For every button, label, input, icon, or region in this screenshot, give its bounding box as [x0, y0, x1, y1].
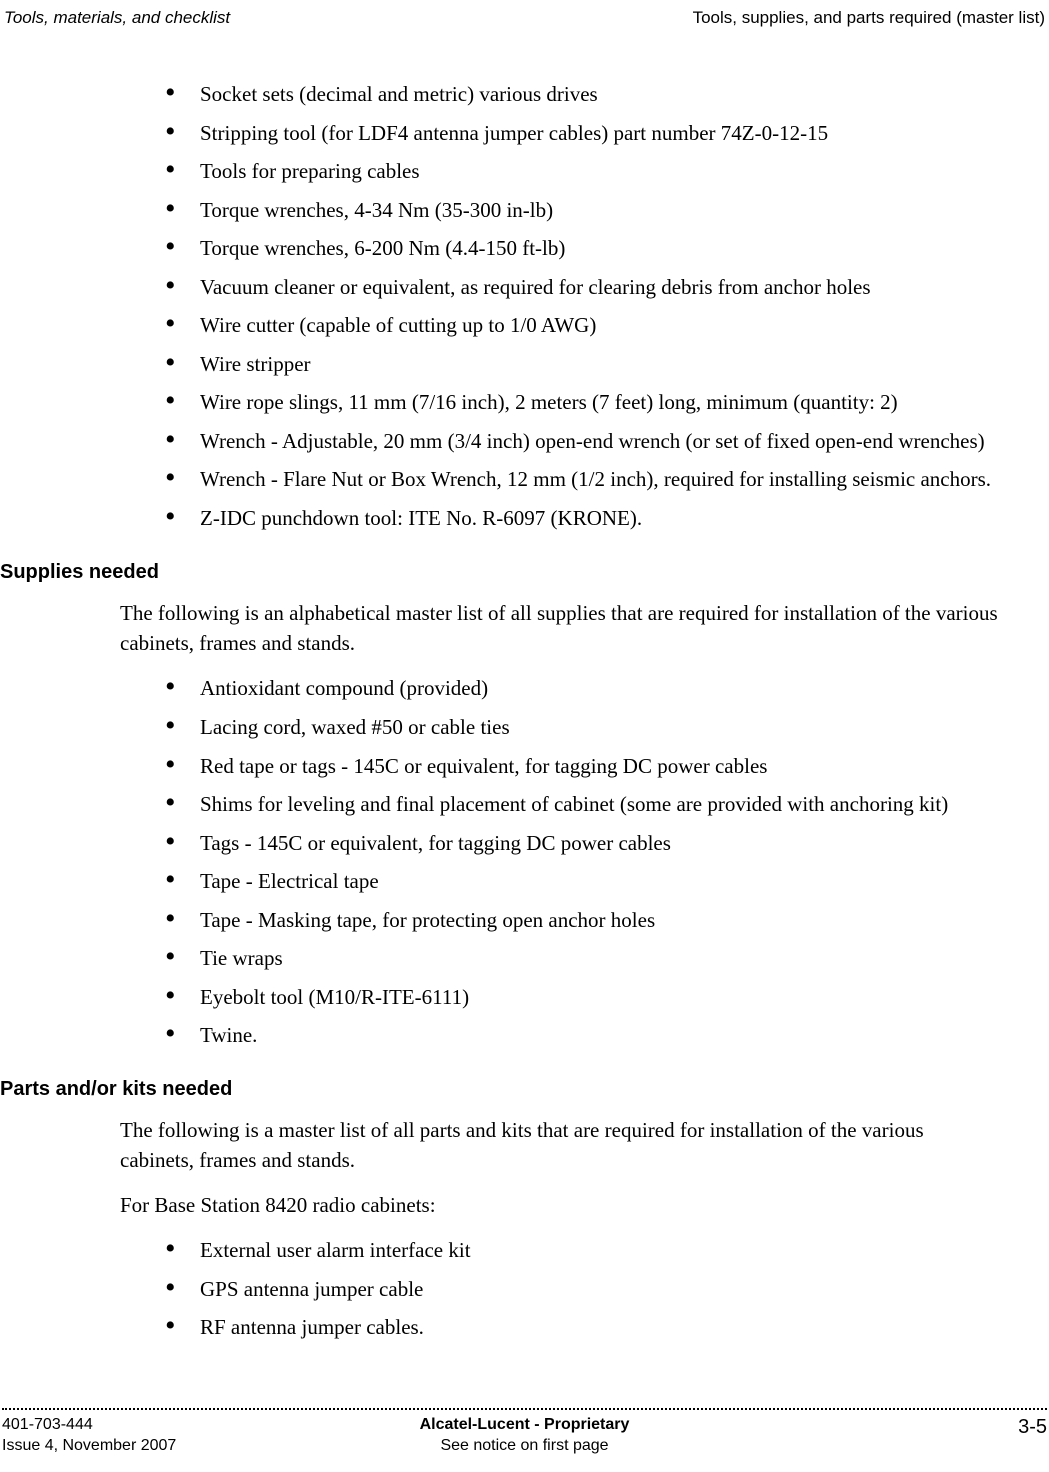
content-body: Socket sets (decimal and metric) various…: [0, 28, 1049, 1344]
list-item: Z-IDC punchdown tool: ITE No. R-6097 (KR…: [160, 502, 999, 535]
parts-heading: Parts and/or kits needed: [0, 1078, 999, 1101]
list-item: Wrench - Adjustable, 20 mm (3/4 inch) op…: [160, 425, 999, 458]
list-item: Red tape or tags - 145C or equivalent, f…: [160, 750, 999, 783]
list-item: Eyebolt tool (M10/R-ITE-6111): [160, 981, 999, 1014]
header-left: Tools, materials, and checklist: [4, 8, 230, 28]
list-item: Tools for preparing cables: [160, 155, 999, 188]
notice-line: See notice on first page: [350, 1435, 698, 1457]
list-item: Antioxidant compound (provided): [160, 672, 999, 705]
list-item: Wire cutter (capable of cutting up to 1/…: [160, 309, 999, 342]
footer-center: Alcatel-Lucent - Proprietary See notice …: [350, 1414, 698, 1457]
list-item: Wrench - Flare Nut or Box Wrench, 12 mm …: [160, 463, 999, 496]
parts-intro-2: For Base Station 8420 radio cabinets:: [120, 1190, 999, 1220]
header-right: Tools, supplies, and parts required (mas…: [693, 8, 1045, 28]
list-item: RF antenna jumper cables.: [160, 1311, 999, 1344]
parts-intro-1: The following is a master list of all pa…: [120, 1115, 999, 1176]
page-footer: 401-703-444 Issue 4, November 2007 Alcat…: [2, 1414, 1047, 1457]
list-item: Lacing cord, waxed #50 or cable ties: [160, 711, 999, 744]
supplies-intro: The following is an alphabetical master …: [120, 598, 999, 659]
list-item: GPS antenna jumper cable: [160, 1273, 999, 1306]
list-item: Stripping tool (for LDF4 antenna jumper …: [160, 117, 999, 150]
supplies-list: Antioxidant compound (provided) Lacing c…: [160, 672, 999, 1051]
page-number: 3-5: [699, 1414, 1047, 1441]
supplies-heading: Supplies needed: [0, 561, 999, 584]
footer-separator: [2, 1408, 1047, 1410]
page: Tools, materials, and checklist Tools, s…: [0, 0, 1049, 1472]
list-item: Wire rope slings, 11 mm (7/16 inch), 2 m…: [160, 386, 999, 419]
list-item: Tags - 145C or equivalent, for tagging D…: [160, 827, 999, 860]
list-item: Twine.: [160, 1019, 999, 1052]
list-item: Tape - Masking tape, for protecting open…: [160, 904, 999, 937]
footer-right: 3-5: [699, 1414, 1047, 1457]
list-item: Socket sets (decimal and metric) various…: [160, 78, 999, 111]
proprietary-line: Alcatel-Lucent - Proprietary: [350, 1414, 698, 1436]
doc-issue: Issue 4, November 2007: [2, 1435, 350, 1457]
list-item: Tie wraps: [160, 942, 999, 975]
tools-list: Socket sets (decimal and metric) various…: [160, 78, 999, 535]
footer-left: 401-703-444 Issue 4, November 2007: [2, 1414, 350, 1457]
list-item: Wire stripper: [160, 348, 999, 381]
list-item: Tape - Electrical tape: [160, 865, 999, 898]
list-item: Torque wrenches, 4-34 Nm (35-300 in-lb): [160, 194, 999, 227]
list-item: External user alarm interface kit: [160, 1234, 999, 1267]
list-item: Torque wrenches, 6-200 Nm (4.4-150 ft-lb…: [160, 232, 999, 265]
proprietary-bold: Alcatel-Lucent - Proprietary: [420, 1416, 630, 1433]
list-item: Vacuum cleaner or equivalent, as require…: [160, 271, 999, 304]
doc-number: 401-703-444: [2, 1414, 350, 1436]
list-item: Shims for leveling and final placement o…: [160, 788, 999, 821]
page-header: Tools, materials, and checklist Tools, s…: [0, 0, 1049, 28]
parts-list: External user alarm interface kit GPS an…: [160, 1234, 999, 1344]
